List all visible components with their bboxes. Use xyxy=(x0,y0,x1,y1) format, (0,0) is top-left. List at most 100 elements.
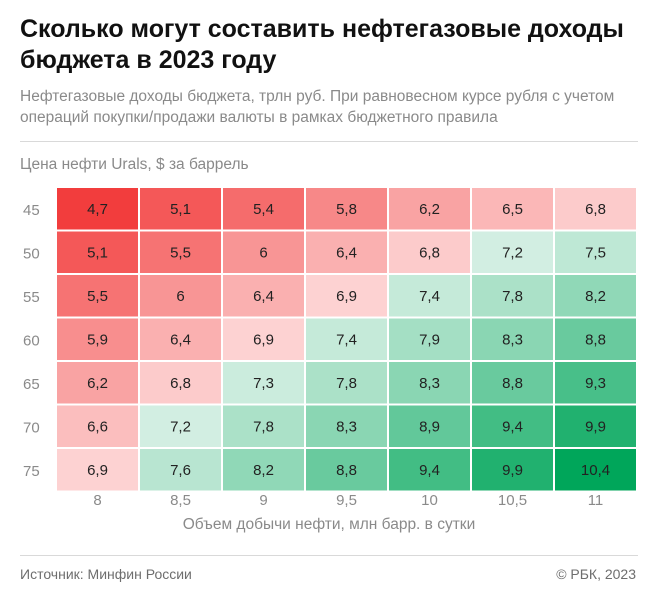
heatmap-cell xyxy=(306,275,387,317)
heatmap-cell xyxy=(555,362,636,404)
x-tick-label: 8,5 xyxy=(170,492,191,509)
heatmap-cell xyxy=(389,275,470,317)
heatmap-cell xyxy=(140,405,221,447)
y-tick-label: 65 xyxy=(23,376,40,393)
heatmap-cell xyxy=(472,188,553,230)
cell-value-label: 9,4 xyxy=(419,462,440,479)
heatmap-cell xyxy=(223,362,304,404)
heatmap-cell xyxy=(472,275,553,317)
cell-value-label: 8,8 xyxy=(502,375,523,392)
cell-value-label: 6,2 xyxy=(87,375,108,392)
heatmap-cell xyxy=(306,405,387,447)
heatmap-cell xyxy=(140,362,221,404)
cell-value-label: 6,9 xyxy=(336,288,357,305)
cell-value-label: 6,9 xyxy=(87,462,108,479)
heatmap-cell xyxy=(57,231,138,273)
heatmap-cell xyxy=(306,449,387,491)
y-tick-label: 50 xyxy=(23,245,40,262)
heatmap-cell xyxy=(306,362,387,404)
cell-value-label: 8,2 xyxy=(253,462,274,479)
x-tick-label: 10 xyxy=(421,492,438,509)
cell-value-label: 5,9 xyxy=(87,331,108,348)
cell-value-label: 6,8 xyxy=(170,375,191,392)
cell-value-label: 6,4 xyxy=(170,331,191,348)
heatmap-cell xyxy=(555,188,636,230)
cell-value-label: 6,8 xyxy=(585,201,606,218)
cell-value-label: 7,2 xyxy=(502,244,523,261)
cell-value-label: 6,4 xyxy=(336,244,357,261)
cell-value-label: 6,4 xyxy=(253,288,274,305)
heatmap-cell xyxy=(389,188,470,230)
heatmap-cell xyxy=(223,188,304,230)
chart-subtitle: Нефтегазовые доходы бюджета, трлн руб. П… xyxy=(20,88,615,126)
y-tick-label: 75 xyxy=(23,463,40,480)
cell-value-label: 8,3 xyxy=(336,418,357,435)
cell-value-label: 4,7 xyxy=(87,201,108,218)
cell-value-label: 7,6 xyxy=(170,462,191,479)
heatmap-cell xyxy=(140,231,221,273)
cell-value-label: 5,1 xyxy=(87,244,108,261)
cell-value-label: 7,2 xyxy=(170,418,191,435)
cell-value-label: 6,6 xyxy=(87,418,108,435)
heatmap-cell xyxy=(57,362,138,404)
heatmap-cell xyxy=(306,231,387,273)
heatmap-cell xyxy=(140,188,221,230)
cell-value-label: 5,8 xyxy=(336,201,357,218)
x-axis-label: Объем добычи нефти, млн барр. в сутки xyxy=(182,516,476,533)
cell-value-label: 6,5 xyxy=(502,201,523,218)
heatmap-cell xyxy=(223,231,304,273)
cell-value-label: 9,9 xyxy=(585,418,606,435)
heatmap-cell xyxy=(555,318,636,360)
heatmap-cell xyxy=(389,318,470,360)
heatmap-cell xyxy=(555,449,636,491)
cell-value-label: 6,9 xyxy=(253,331,274,348)
cell-value-label: 6,8 xyxy=(419,244,440,261)
cell-value-label: 6 xyxy=(176,288,184,305)
heatmap-cell xyxy=(389,405,470,447)
cell-value-label: 9,4 xyxy=(502,418,523,435)
cell-value-label: 7,9 xyxy=(419,331,440,348)
cell-value-label: 8,8 xyxy=(585,331,606,348)
cell-value-label: 8,8 xyxy=(336,462,357,479)
x-tick-label: 11 xyxy=(588,492,604,509)
heatmap-cell xyxy=(57,275,138,317)
cell-value-label: 6 xyxy=(259,244,267,261)
heatmap-cell xyxy=(389,449,470,491)
cell-value-label: 7,5 xyxy=(585,244,606,261)
chart-title: Сколько могут составить нефтегазовые дох… xyxy=(20,15,624,74)
heatmap-cell xyxy=(472,405,553,447)
heatmap-cell xyxy=(472,362,553,404)
x-tick-label: 8 xyxy=(93,492,101,509)
cell-value-label: 7,8 xyxy=(253,418,274,435)
heatmap-cell xyxy=(555,405,636,447)
heatmap-cell xyxy=(306,318,387,360)
cell-value-label: 5,1 xyxy=(170,201,191,218)
heatmap-cell xyxy=(57,405,138,447)
y-tick-label: 55 xyxy=(23,289,40,306)
cell-value-label: 10,4 xyxy=(581,462,610,479)
source-note: Источник: Минфин России xyxy=(20,566,192,582)
heatmap-cell xyxy=(57,188,138,230)
cell-value-label: 8,3 xyxy=(502,331,523,348)
heatmap-cell xyxy=(389,362,470,404)
heatmap-cell xyxy=(555,275,636,317)
heatmap-cell xyxy=(57,318,138,360)
heatmap-cell xyxy=(389,231,470,273)
heatmap-cell xyxy=(223,318,304,360)
heatmap-cell xyxy=(306,188,387,230)
heatmap-cell xyxy=(223,449,304,491)
top-divider xyxy=(20,141,638,142)
cell-value-label: 7,4 xyxy=(336,331,357,348)
x-tick-label: 10,5 xyxy=(498,492,527,509)
cell-value-label: 7,3 xyxy=(253,375,274,392)
heatmap-cell xyxy=(57,449,138,491)
cell-value-label: 8,3 xyxy=(419,375,440,392)
cell-value-label: 6,2 xyxy=(419,201,440,218)
heatmap-cell xyxy=(140,318,221,360)
cell-value-label: 9,3 xyxy=(585,375,606,392)
cell-value-label: 5,5 xyxy=(87,288,108,305)
y-tick-label: 70 xyxy=(23,419,40,436)
cell-value-label: 9,9 xyxy=(502,462,523,479)
heatmap-cell xyxy=(555,231,636,273)
